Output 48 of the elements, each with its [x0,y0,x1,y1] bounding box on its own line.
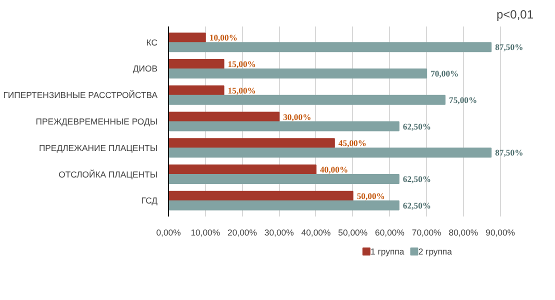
x-tick-label: 90,00% [486,228,516,238]
data-label: 15,00% [228,58,256,69]
bar [168,42,492,52]
x-tick-label: 80,00% [448,228,478,238]
data-label: 62,50% [402,174,432,184]
data-label: 30,00% [283,112,312,122]
bar [168,164,316,175]
bar [168,121,400,132]
x-tick-label: 70,00% [412,228,442,238]
x-tick-label: 60,00% [375,228,405,238]
data-label: 70,00% [430,68,459,78]
data-label: 62,50% [402,121,432,132]
bar [168,58,224,69]
data-label: 40,00% [320,164,348,175]
x-tick-label: 40,00% [301,228,331,238]
y-tick-label: ОТСЛОЙКА ПЛАЦЕНТЫ [58,169,158,180]
data-label: 50,00% [356,190,385,201]
x-tick-label: 0,00% [156,228,182,238]
y-tick-label: ГИПЕРТЕНЗИВНЫЕ РАССТРОЙСТВА [3,90,158,100]
y-tick-label: ДИОВ [132,64,158,74]
bar [168,174,400,184]
legend-label: 2 группа [418,246,452,256]
bar [168,200,400,210]
data-label: 62,50% [402,200,432,210]
bar [168,112,280,122]
text: p<0,01 [496,8,534,22]
y-tick-label: КС [146,37,158,48]
x-tick-label: 50,00% [338,228,368,238]
data-label: 87,50% [495,42,524,52]
bar [168,190,354,201]
x-tick-label: 30,00% [264,228,294,238]
y-tick-label: ПРЕДЛЕЖАНИЕ ПЛАЦЕНТЫ [38,142,158,153]
bar [168,148,492,158]
legend-label: 1 группа [370,246,404,256]
y-tick-label: ПРЕЖДЕВРЕМЕННЫЕ РОДЫ [36,116,158,126]
bar [168,94,446,105]
bar [168,85,224,96]
y-tick-label: ГСД [141,196,158,206]
x-tick-label: 20,00% [228,228,258,238]
bar [168,32,206,43]
bar [168,138,335,148]
bar [168,68,428,78]
data-label: 15,00% [228,85,256,96]
x-tick-label: 10,00% [190,228,220,238]
data-label: 10,00% [209,32,238,43]
data-label: 75,00% [449,94,478,105]
data-label: 45,00% [338,138,367,148]
data-label: 87,50% [495,148,524,158]
